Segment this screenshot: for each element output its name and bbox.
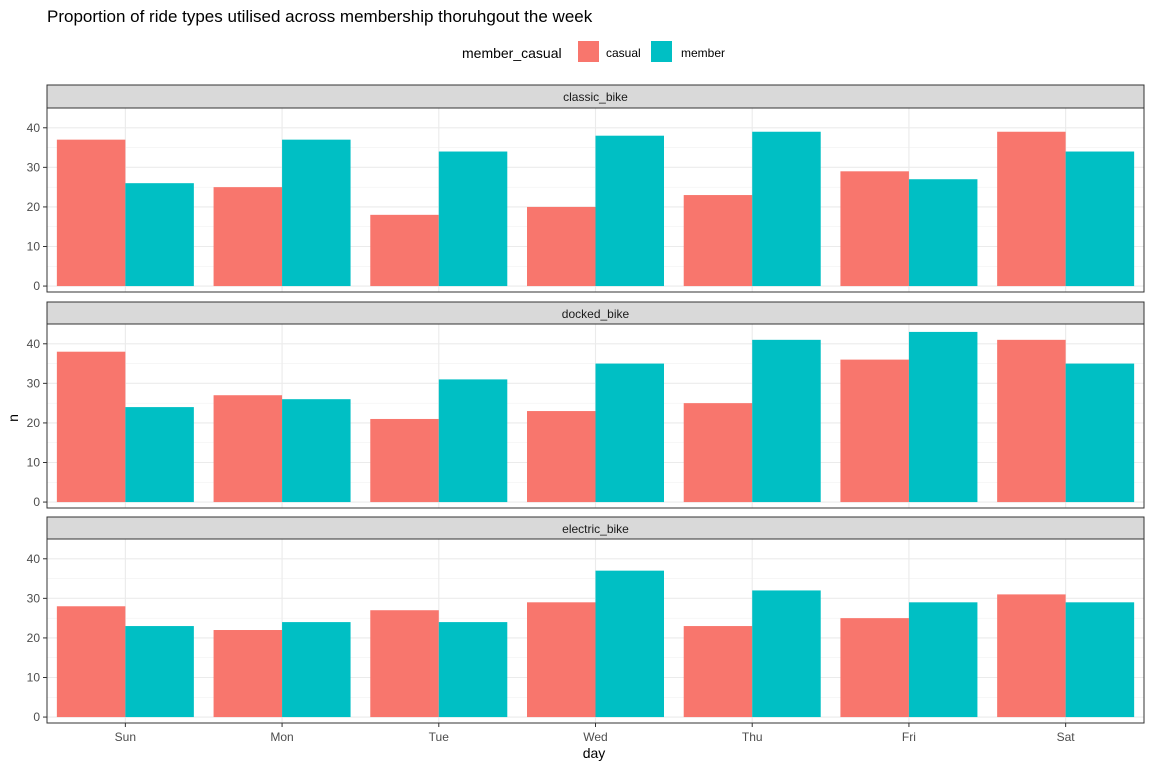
bar-classic_bike-Sat-casual	[997, 131, 1066, 287]
y-tick-label: 40	[27, 121, 41, 135]
bar-docked_bike-Thu-casual	[683, 403, 753, 503]
y-tick-label: 30	[27, 160, 41, 174]
x-tick-label-Wed: Wed	[583, 730, 607, 744]
y-tick-label: 10	[27, 455, 41, 469]
legend: member_casual casual member	[462, 41, 725, 62]
legend-swatch-casual	[578, 41, 599, 62]
x-tick-label-Sat: Sat	[1057, 730, 1076, 744]
bar-electric_bike-Fri-member	[908, 602, 978, 718]
bar-classic_bike-Wed-member	[595, 135, 664, 287]
bar-electric_bike-Sun-casual	[56, 606, 126, 718]
x-tick-label-Sun: Sun	[115, 730, 136, 744]
y-axis-title: n	[5, 414, 21, 422]
bar-docked_bike-Sat-casual	[997, 339, 1066, 503]
bar-docked_bike-Mon-casual	[213, 395, 283, 503]
y-tick-label: 30	[27, 376, 41, 390]
bar-classic_bike-Fri-casual	[840, 171, 909, 287]
y-tick-label: 10	[27, 670, 41, 684]
y-tick-label: 0	[33, 710, 40, 724]
bar-docked_bike-Wed-member	[595, 363, 664, 503]
bar-classic_bike-Mon-member	[282, 139, 351, 287]
y-tick-label: 10	[27, 239, 41, 253]
bar-classic_bike-Tue-member	[438, 151, 508, 287]
y-tick-label: 0	[33, 495, 40, 509]
bar-electric_bike-Mon-member	[282, 622, 351, 718]
bar-classic_bike-Mon-casual	[213, 187, 283, 287]
x-axis: Sun Mon Tue Wed Thu Fri Sat	[115, 723, 1076, 744]
facet-strip-label: electric_bike	[562, 522, 629, 536]
x-axis-title: day	[583, 745, 606, 761]
bar-electric_bike-Sun-member	[125, 626, 194, 718]
bar-electric_bike-Thu-casual	[683, 626, 753, 718]
facet-strip-label: docked_bike	[562, 307, 630, 321]
bar-electric_bike-Fri-casual	[840, 618, 909, 718]
bar-docked_bike-Sat-member	[1065, 363, 1135, 503]
bar-docked_bike-Thu-member	[752, 339, 821, 503]
y-tick-label: 20	[27, 631, 41, 645]
bar-classic_bike-Tue-casual	[370, 214, 439, 287]
x-tick-label-Mon: Mon	[270, 730, 293, 744]
y-tick-label: 20	[27, 416, 41, 430]
bar-docked_bike-Sun-member	[125, 407, 194, 503]
bar-classic_bike-Thu-member	[752, 131, 821, 287]
bar-electric_bike-Tue-casual	[370, 610, 439, 718]
bar-classic_bike-Sun-casual	[56, 139, 126, 287]
panel-border	[46, 323, 1145, 509]
legend-label-casual: casual	[606, 46, 641, 60]
facet-panel-classic_bike: classic_bike 0 10 20 30 40	[27, 84, 1145, 293]
bar-electric_bike-Sat-member	[1065, 602, 1135, 718]
bar-electric_bike-Wed-member	[595, 570, 664, 718]
x-tick-label-Fri: Fri	[902, 730, 916, 744]
y-tick-label: 30	[27, 591, 41, 605]
legend-title: member_casual	[462, 45, 562, 61]
legend-swatch-member	[651, 41, 672, 62]
panel-border	[46, 107, 1145, 293]
bar-docked_bike-Fri-member	[908, 331, 978, 503]
bar-classic_bike-Sun-member	[125, 183, 194, 287]
bar-electric_bike-Thu-member	[752, 590, 821, 718]
facet-strip-label: classic_bike	[563, 90, 628, 104]
bar-electric_bike-Wed-casual	[527, 602, 596, 718]
y-tick-label: 0	[33, 279, 40, 293]
bar-electric_bike-Sat-casual	[997, 594, 1066, 718]
bar-electric_bike-Tue-member	[438, 622, 508, 718]
facet-panel-docked_bike: docked_bike 0 10 20 30 40	[27, 301, 1145, 509]
facet-panel-electric_bike: electric_bike 0 10 20 30 40	[27, 516, 1145, 724]
legend-label-member: member	[681, 46, 725, 60]
bar-docked_bike-Fri-casual	[840, 359, 909, 503]
y-tick-label: 40	[27, 337, 41, 351]
x-tick-label-Thu: Thu	[742, 730, 763, 744]
bar-electric_bike-Mon-casual	[213, 630, 283, 718]
facet-panels: classic_bike 0 10 20 30 40 docked_bike 0 10 20 30 4…	[27, 84, 1145, 724]
y-tick-label: 20	[27, 200, 41, 214]
bar-classic_bike-Thu-casual	[683, 195, 753, 287]
bar-classic_bike-Wed-casual	[527, 206, 596, 287]
chart-title: Proportion of ride types utilised across…	[47, 7, 593, 26]
y-tick-label: 40	[27, 552, 41, 566]
bar-docked_bike-Mon-member	[282, 399, 351, 503]
bar-classic_bike-Fri-member	[908, 179, 978, 287]
bar-docked_bike-Sun-casual	[56, 351, 126, 503]
bar-classic_bike-Sat-member	[1065, 151, 1135, 287]
bar-docked_bike-Wed-casual	[527, 411, 596, 503]
bar-docked_bike-Tue-casual	[370, 418, 439, 503]
x-tick-label-Tue: Tue	[429, 730, 450, 744]
bar-docked_bike-Tue-member	[438, 379, 508, 503]
